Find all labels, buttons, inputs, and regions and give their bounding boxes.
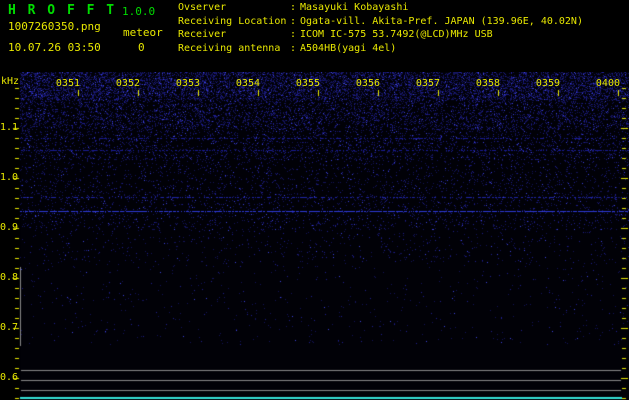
station-info-separator: : <box>290 42 297 54</box>
freq-tick-label: 0.7 <box>0 322 19 333</box>
station-info-value: Ogata-vill. Akita-Pref. JAPAN (139.96E, … <box>300 15 583 27</box>
freq-tick-label: 1.0 <box>0 172 19 183</box>
station-info: Ovserver: Masayuki Kobayashi Receiving Loc… <box>178 1 583 55</box>
spectrogram-plot: kHz 1.1 1.0 0.9 0.8 0.7 0.6 0351 0352 0353 0354 03… <box>0 72 629 400</box>
station-info-label: Receiving antenna <box>178 42 281 54</box>
time-tick-label: 0353 <box>175 78 200 89</box>
station-info-separator: : <box>290 15 297 27</box>
freq-tick-label: 0.8 <box>0 272 19 283</box>
freq-tick-label: 1.1 <box>0 122 19 133</box>
time-tick-label: 0356 <box>355 78 380 89</box>
station-info-value: A504HB(yagi 4el) <box>300 42 397 54</box>
timestamp-label: 10.07.26 03:50 <box>8 41 101 54</box>
app-title: H R O F F T <box>8 3 117 18</box>
station-info-value: ICOM IC-575 53.7492(@LCD)MHz USB <box>300 29 493 40</box>
app-version: 1.0.0 <box>122 5 156 18</box>
station-info-label: Receiver <box>178 29 227 40</box>
station-info-separator: : <box>290 2 297 13</box>
freq-tick-label: 0.6 <box>0 372 19 383</box>
time-tick-label: 0352 <box>115 78 140 89</box>
station-info-row: Receiving Location: Ogata-vill. Akita-Pre… <box>178 15 583 29</box>
station-info-label: Ovserver <box>178 2 227 13</box>
station-info-row: Receiver: ICOM IC-575 53.7492(@LCD)MHz US… <box>178 28 583 42</box>
time-tick-label: 0351 <box>55 78 80 89</box>
station-info-label: Receiving Location <box>178 15 287 27</box>
station-info-value: Masayuki Kobayashi <box>300 2 409 13</box>
station-info-separator: : <box>290 29 297 40</box>
mode-label: meteor <box>123 26 163 39</box>
time-tick-label: 0400 <box>595 78 620 89</box>
time-tick-label: 0357 <box>415 78 440 89</box>
meteor-count: 0 <box>138 41 145 54</box>
station-info-row: Receiving antenna: A504HB(yagi 4el) <box>178 42 583 56</box>
freq-tick-label: 0.9 <box>0 222 19 233</box>
freq-unit-label: kHz <box>1 76 20 87</box>
spectrogram-canvas <box>0 72 629 400</box>
time-tick-label: 0358 <box>475 78 500 89</box>
time-tick-label: 0355 <box>295 78 320 89</box>
time-tick-label: 0359 <box>535 78 560 89</box>
time-tick-label: 0354 <box>235 78 260 89</box>
station-info-row: Ovserver: Masayuki Kobayashi <box>178 1 583 15</box>
output-filename: 1007260350.png <box>8 20 101 33</box>
